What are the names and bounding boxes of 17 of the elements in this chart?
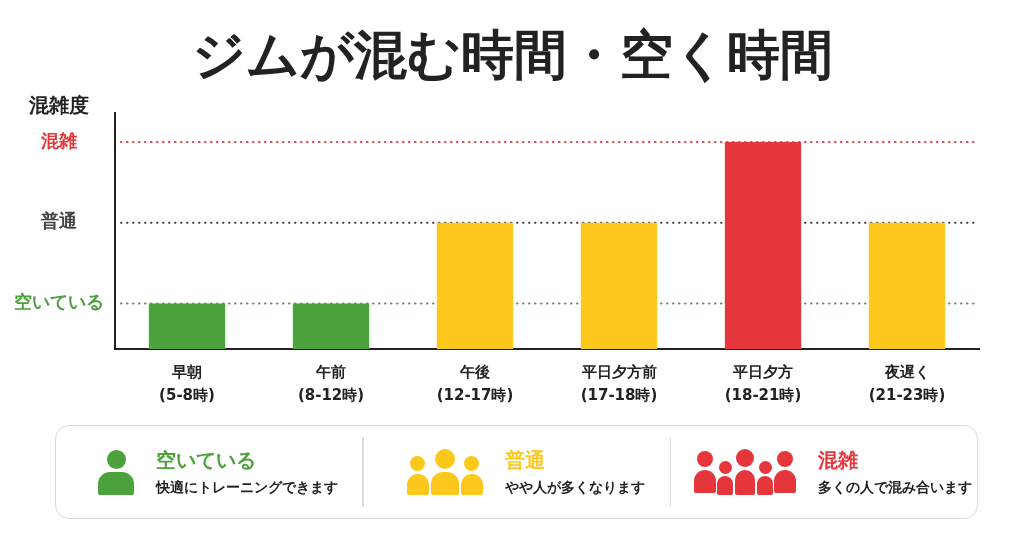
text: 快適にトレーニングできます [156,478,338,496]
x-tick-label: 平日夕方 (18-21時) [724,362,802,404]
x-tick-label: 午後 (12-17時) [436,362,514,404]
ref-line-label: 混雑 [40,129,77,151]
x-tick-label: 平日夕方前 (17-18時) [580,362,658,404]
x-tick-label: 午前 (8-12時) [297,362,365,404]
text: やや人が多くなります [504,478,645,496]
text: 多くの人で混み合います [818,478,972,496]
x-tick-label: 夜遅く (21-23時) [868,362,946,404]
x-tick-label: 早朝 (5-8時) [159,362,215,404]
ref-line-label: 空いている [14,291,104,313]
chart-title: ジムが混む時間・空く時間 [191,24,833,86]
legend-label: 空いている [156,448,257,472]
y-axis-title: 混雑度 [28,93,89,118]
legend-label: 普通 [504,448,546,472]
legend-label: 混雑 [818,448,859,472]
ref-line-label: 普通 [40,210,77,232]
